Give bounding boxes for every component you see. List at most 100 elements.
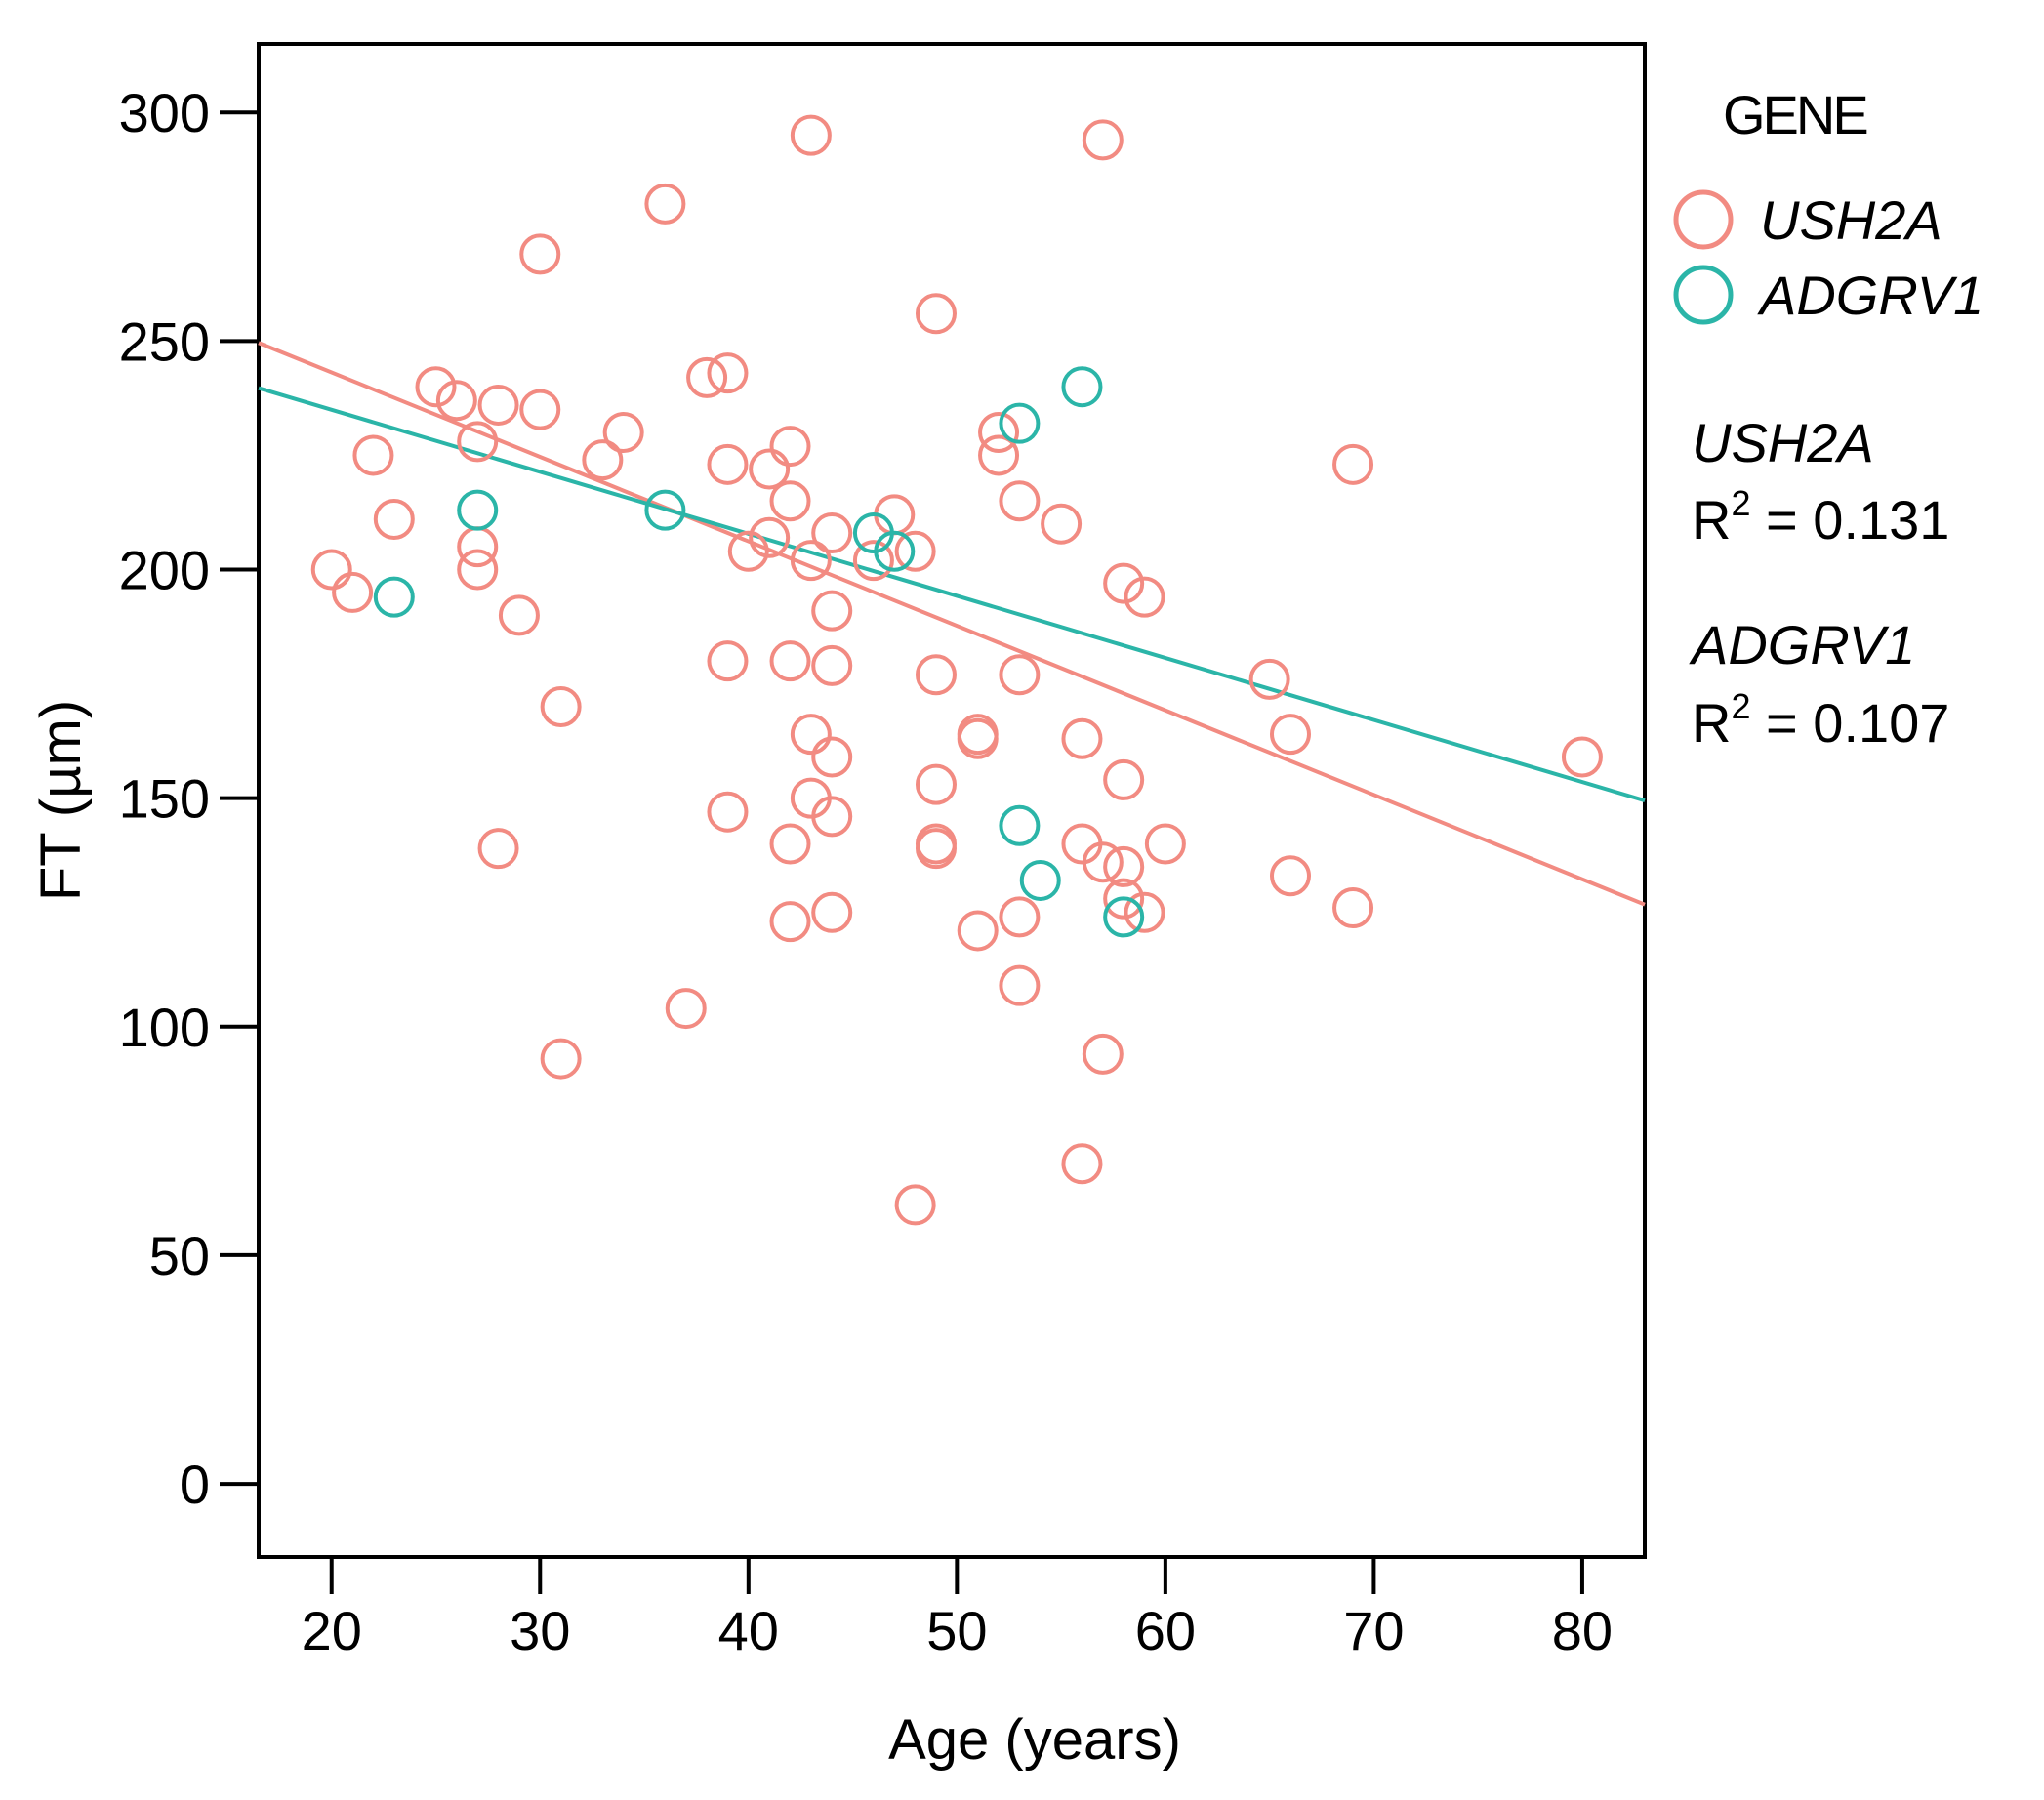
point-ush2a xyxy=(769,480,811,522)
ush2a-r2-label: R2 = 0.131 xyxy=(1692,483,1949,551)
point-ush2a xyxy=(894,1184,936,1226)
x-tick-label: 50 xyxy=(926,1600,987,1661)
point-adgrv1 xyxy=(373,576,415,618)
point-ush2a xyxy=(811,796,853,838)
point-ush2a xyxy=(1082,841,1124,883)
point-ush2a xyxy=(957,910,999,952)
x-axis: 20 30 40 50 60 70 80 xyxy=(302,1557,1613,1661)
point-ush2a xyxy=(811,590,853,632)
point-ush2a xyxy=(332,571,374,613)
point-ush2a xyxy=(811,891,853,933)
ush2a-annotation-name: USH2A xyxy=(1692,412,1874,473)
point-ush2a xyxy=(1041,503,1083,545)
x-tick-label: 80 xyxy=(1552,1600,1613,1661)
point-ush2a xyxy=(957,717,999,759)
point-ush2a xyxy=(1332,443,1374,485)
point-ush2a xyxy=(790,540,832,582)
point-ush2a xyxy=(915,828,957,870)
point-ush2a xyxy=(457,549,499,591)
point-ush2a xyxy=(540,1038,582,1080)
point-ush2a xyxy=(1061,1143,1103,1185)
point-ush2a xyxy=(435,380,477,422)
x-tick-label: 30 xyxy=(510,1600,570,1661)
point-ush2a xyxy=(582,439,624,481)
point-ush2a xyxy=(415,366,457,408)
fit-line-ush2a xyxy=(258,341,1646,907)
point-ush2a xyxy=(811,512,853,554)
point-ush2a xyxy=(727,530,769,572)
point-adgrv1 xyxy=(1019,859,1061,901)
x-tick-label: 60 xyxy=(1135,1600,1196,1661)
point-ush2a xyxy=(915,763,957,805)
point-adgrv1 xyxy=(1103,896,1145,938)
legend-marker-adgrv1 xyxy=(1673,265,1734,325)
point-ush2a xyxy=(978,412,1020,454)
y-tick-label: 100 xyxy=(119,997,210,1058)
point-ush2a xyxy=(1332,887,1374,929)
point-ush2a xyxy=(519,233,561,275)
point-ush2a xyxy=(457,421,499,463)
fit-line-adgrv1 xyxy=(258,386,1646,803)
legend-label-adgrv1: ADGRV1 xyxy=(1757,265,1983,326)
point-ush2a xyxy=(852,540,894,582)
adgrv1-annotation-name: ADGRV1 xyxy=(1689,614,1915,675)
point-ush2a xyxy=(519,389,561,430)
point-ush2a xyxy=(1561,736,1603,778)
point-ush2a xyxy=(811,644,853,686)
y-tick-label: 0 xyxy=(180,1453,210,1515)
point-ush2a xyxy=(707,443,749,485)
point-ush2a xyxy=(602,412,644,454)
point-ush2a xyxy=(540,686,582,728)
point-ush2a xyxy=(999,654,1041,696)
point-ush2a xyxy=(1103,845,1145,887)
x-tick-label: 70 xyxy=(1343,1600,1404,1661)
r2-annotations: USH2A R2 = 0.131 ADGRV1 R2 = 0.107 xyxy=(1689,412,1949,754)
point-ush2a xyxy=(790,114,832,156)
point-adgrv1 xyxy=(1061,366,1103,408)
point-adgrv1 xyxy=(999,402,1041,444)
point-ush2a xyxy=(915,654,957,696)
point-ush2a xyxy=(477,828,519,870)
point-ush2a xyxy=(999,480,1041,522)
point-ush2a xyxy=(1082,119,1124,161)
legend-marker-ush2a xyxy=(1673,189,1734,250)
point-ush2a xyxy=(769,901,811,943)
point-ush2a xyxy=(811,736,853,778)
y-tick-label: 250 xyxy=(119,310,210,372)
y-tick-label: 150 xyxy=(119,768,210,830)
point-adgrv1 xyxy=(999,804,1041,846)
x-tick-label: 20 xyxy=(302,1600,362,1661)
x-tick-label: 40 xyxy=(718,1600,779,1661)
point-ush2a xyxy=(1124,576,1165,618)
point-ush2a xyxy=(373,499,415,541)
point-ush2a xyxy=(1144,823,1186,865)
legend-label-ush2a: USH2A xyxy=(1760,189,1942,251)
point-ush2a xyxy=(310,549,352,591)
y-tick-label: 200 xyxy=(119,540,210,601)
point-ush2a xyxy=(686,356,728,398)
point-ush2a xyxy=(707,640,749,682)
adgrv1-r2-label: R2 = 0.107 xyxy=(1692,686,1949,754)
point-ush2a xyxy=(1269,714,1311,756)
point-ush2a xyxy=(665,988,707,1030)
legend: GENE USH2A ADGRV1 xyxy=(1673,84,1983,326)
x-axis-title: Age (years) xyxy=(888,1708,1181,1772)
point-ush2a xyxy=(769,640,811,682)
point-ush2a xyxy=(999,964,1041,1006)
point-ush2a xyxy=(790,714,832,756)
point-ush2a xyxy=(915,293,957,335)
point-ush2a xyxy=(477,384,519,426)
point-ush2a xyxy=(1103,878,1145,920)
point-adgrv1 xyxy=(457,489,499,531)
point-ush2a xyxy=(1082,1033,1124,1075)
legend-title: GENE xyxy=(1723,84,1866,145)
point-ush2a xyxy=(707,791,749,833)
point-ush2a xyxy=(644,183,686,225)
y-axis: 0 50 100 150 200 250 300 xyxy=(119,82,259,1515)
y-tick-label: 300 xyxy=(119,82,210,143)
point-ush2a xyxy=(978,434,1020,476)
point-ush2a xyxy=(707,352,749,394)
point-ush2a xyxy=(1061,717,1103,759)
point-ush2a xyxy=(894,530,936,572)
